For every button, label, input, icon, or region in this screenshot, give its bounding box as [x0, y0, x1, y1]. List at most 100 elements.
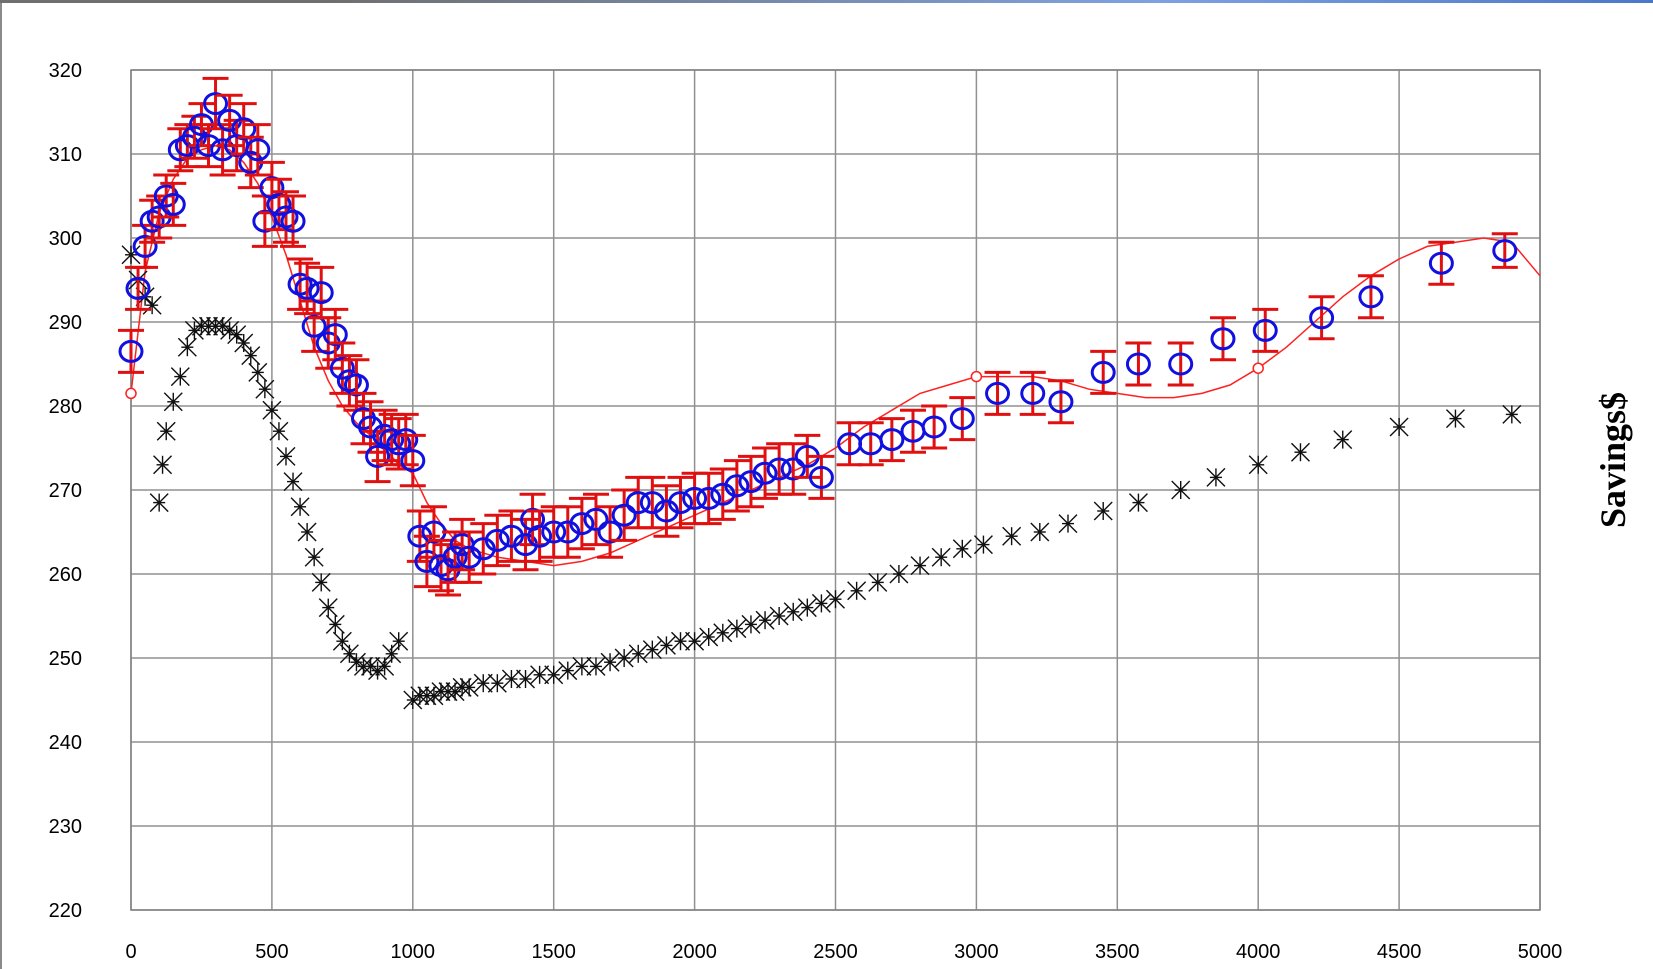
black-series-point: [227, 325, 247, 345]
blue-circle-marker: [569, 512, 595, 536]
black-series-point: [149, 493, 169, 513]
blue-series-point: [1125, 341, 1152, 387]
blue-circle-marker: [597, 520, 623, 544]
blue-series-point: [378, 412, 405, 467]
blue-series-point: [984, 370, 1011, 416]
fit-line-marker: [125, 387, 137, 400]
blue-circle-marker: [808, 465, 834, 489]
black-series-point: [952, 539, 972, 559]
blue-circle-marker: [1090, 360, 1116, 384]
black-series-point: [558, 661, 578, 681]
blue-circle-marker: [329, 356, 355, 380]
blue-series-point: [1252, 307, 1279, 353]
black-series-point: [1333, 430, 1353, 450]
black-series-point: [642, 640, 662, 660]
blue-circle-marker: [301, 314, 327, 338]
blue-series-point: [336, 354, 363, 408]
black-series-point: [241, 346, 261, 366]
blue-circle-marker: [125, 276, 151, 300]
blue-circle-marker: [879, 428, 905, 452]
black-series-point: [1058, 514, 1078, 534]
blue-series-point: [949, 396, 976, 442]
blue-circle-marker: [210, 138, 236, 162]
blue-series-point: [752, 446, 779, 500]
black-series-point: [389, 631, 409, 651]
plot-area: [130, 69, 1541, 911]
y-tick-label: 310: [49, 144, 82, 166]
blue-series-point: [695, 471, 722, 526]
black-series-point: [1128, 493, 1148, 513]
black-series-point: [269, 421, 289, 441]
blue-series-point: [737, 454, 764, 509]
black-series-point: [255, 379, 275, 399]
black-series-point: [473, 673, 493, 693]
black-series-point: [206, 316, 226, 336]
blue-circle-marker: [527, 524, 553, 548]
black-series-point: [797, 598, 817, 618]
blue-series-point: [808, 454, 835, 500]
blue-circle-marker: [1168, 352, 1194, 376]
black-series-point: [220, 320, 240, 340]
blue-series-point: [1357, 274, 1384, 320]
black-series-point: [431, 682, 451, 702]
blue-circle-marker: [682, 486, 708, 510]
blue-series-point: [456, 530, 483, 584]
blue-series-point: [878, 417, 905, 463]
black-series-point: [1445, 409, 1465, 429]
x-tick-label: 2000: [672, 941, 717, 963]
y-tick-label: 290: [49, 312, 82, 334]
black-series-point: [826, 589, 845, 609]
blue-circle-marker: [343, 373, 369, 397]
blue-circle-marker: [949, 407, 975, 431]
blue-series-point: [406, 509, 433, 563]
black-series-point: [438, 682, 458, 702]
blue-circle-marker: [921, 415, 947, 439]
black-series-point: [311, 572, 331, 592]
blue-series-point: [681, 471, 708, 526]
y-tick-label: 300: [49, 228, 82, 250]
blue-series-point: [625, 475, 652, 530]
black-series-point: [459, 677, 479, 697]
blue-series-point: [280, 194, 307, 248]
black-series-point: [290, 497, 310, 517]
black-series-point: [727, 619, 747, 639]
x-tick-label: 3500: [1095, 941, 1140, 963]
blue-circle-marker: [414, 549, 440, 573]
blue-series-point: [723, 459, 750, 513]
black-series-point: [685, 631, 705, 651]
black-series-point: [516, 669, 536, 689]
blue-series-point: [484, 513, 511, 568]
blue-circle-marker: [484, 528, 510, 552]
black-series-point: [163, 392, 183, 412]
y-tick-label: 320: [49, 60, 82, 82]
x-tick-label: 1000: [391, 941, 436, 963]
blue-circle-marker: [1048, 390, 1074, 414]
blue-series-point: [526, 509, 553, 563]
black-series-point: [1206, 467, 1226, 487]
blue-circle-marker: [724, 474, 750, 498]
x-tick-labels: 0 500 1000 1500 2000 2500 3000 3500 4000 4500 5000: [125, 941, 1562, 963]
blue-circle-marker: [400, 449, 426, 473]
blue-series-point: [1019, 370, 1046, 416]
blue-circle-marker: [308, 281, 334, 305]
black-series-point: [199, 316, 218, 336]
x-tick-label: 2500: [813, 941, 858, 963]
blue-circle-marker: [625, 491, 651, 515]
blue-circle-marker: [985, 381, 1011, 405]
y-tick-label: 220: [49, 900, 82, 922]
blue-circle-marker: [611, 503, 637, 527]
y-tick-label: 260: [49, 564, 82, 586]
black-series-point: [501, 669, 521, 689]
black-series-point: [699, 627, 719, 647]
black-series-point: [1002, 526, 1022, 546]
blue-series-point: [780, 442, 807, 496]
blue-series-point: [611, 488, 638, 542]
blue-circle-marker: [160, 192, 186, 216]
x-tick-label: 0: [125, 941, 136, 963]
black-series-point: [332, 631, 352, 651]
black-series-point: [325, 614, 345, 634]
black-series-point: [910, 556, 930, 576]
black-series-point: [297, 522, 317, 542]
blue-series-point: [160, 181, 187, 227]
blue-series-point: [392, 412, 419, 467]
